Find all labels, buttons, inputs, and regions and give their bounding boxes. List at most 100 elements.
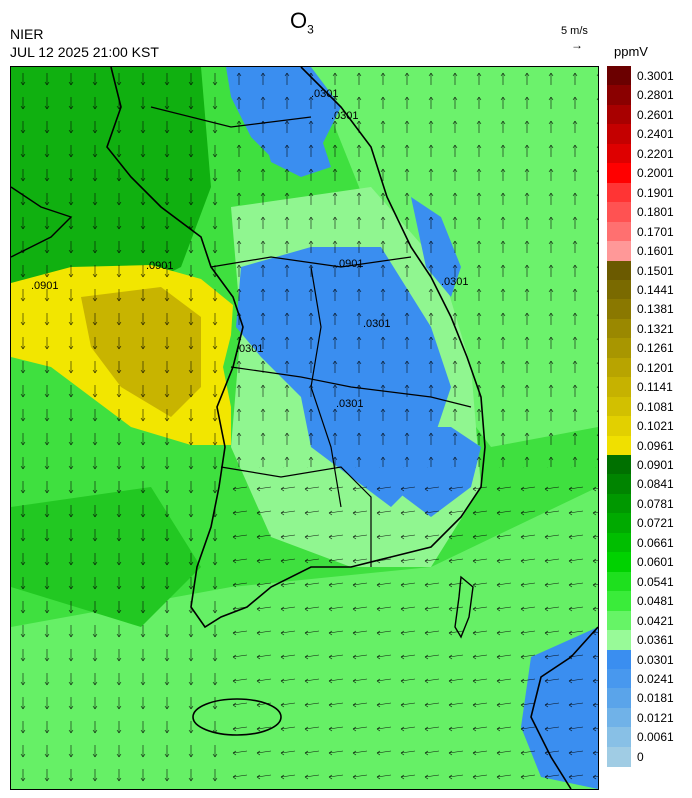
legend-label: 0.2201	[637, 146, 674, 161]
legend-swatch	[607, 85, 631, 106]
contour-label: .0301	[336, 398, 364, 410]
contour-label: .0901	[31, 280, 59, 292]
legend-label: 0.1501	[637, 263, 674, 278]
contour-label: .0301	[311, 88, 339, 100]
legend-label: 0.1701	[637, 224, 674, 239]
legend-label: 0.0481	[637, 594, 674, 609]
tsushima-island	[454, 575, 474, 639]
legend-label: 0	[637, 749, 644, 764]
legend-label: 0.0181	[637, 691, 674, 706]
legend-label: 0.0301	[637, 652, 674, 667]
legend-label: 0.2401	[637, 127, 674, 142]
legend-label: 0.1261	[637, 341, 674, 356]
legend-label: 0.0721	[637, 516, 674, 531]
legend-swatch	[607, 299, 631, 320]
legend-swatch	[607, 377, 631, 398]
legend-swatch	[607, 202, 631, 223]
datetime-label: JUL 12 2025 21:00 KST	[10, 44, 159, 60]
legend-swatch	[607, 649, 631, 670]
legend-label: 0.0961	[637, 438, 674, 453]
province-boundary-2	[210, 256, 412, 268]
title-main: O	[290, 8, 308, 33]
legend-swatch	[607, 124, 631, 145]
legend-label: 0.1441	[637, 282, 674, 297]
legend-label: 0.1381	[637, 302, 674, 317]
wind-field-south	[231, 467, 598, 789]
jeju-island	[192, 698, 282, 736]
org-label: NIER	[10, 26, 44, 42]
contour-label: .0301	[363, 318, 391, 330]
legend-label: 0.3001	[637, 69, 674, 83]
contour-label: .0301	[441, 276, 469, 288]
legend-label: 0.2601	[637, 107, 674, 122]
legend-label: 0.0421	[637, 613, 674, 628]
legend-label: 0.1321	[637, 321, 674, 336]
province-boundary-1	[150, 106, 312, 128]
ozone-map: .0301 .0301 .0901 .0901 .0901 .0301 .030…	[11, 67, 598, 789]
legend-swatch	[607, 630, 631, 650]
china-coast	[11, 186, 73, 258]
legend-label: 0.0361	[637, 633, 674, 648]
legend-label: 0.0901	[637, 458, 674, 472]
legend-swatch	[607, 668, 631, 689]
legend-swatch	[607, 591, 631, 612]
unit-label: ppmV	[614, 44, 648, 59]
legend-swatch	[607, 143, 631, 164]
coastline-peninsula	[106, 67, 486, 629]
legend-swatch	[607, 532, 631, 553]
legend-swatch	[607, 513, 631, 534]
map-panel: .0301 .0301 .0901 .0901 .0901 .0301 .030…	[10, 66, 599, 790]
province-boundary-3	[230, 366, 472, 408]
legend-swatch	[607, 241, 631, 261]
legend-swatch	[607, 552, 631, 573]
legend-label: 0.0601	[637, 555, 674, 570]
legend-swatch	[607, 727, 631, 748]
contour-label: .0301	[331, 110, 359, 122]
legend-label: 0.0661	[637, 535, 674, 550]
color-legend: 0.3001 0.2801 0.2601 0.2401 0.2201 0.2001 0.19…	[607, 66, 674, 767]
legend-label: 0.2001	[637, 166, 674, 181]
reference-vector-label: 5 m/s	[561, 25, 588, 37]
wind-field-west	[11, 67, 231, 789]
legend-swatch	[607, 357, 631, 378]
legend-swatch	[607, 279, 631, 300]
legend-label: 0.0781	[637, 496, 674, 511]
legend-swatch	[607, 66, 631, 86]
legend-label: 0.1081	[637, 399, 674, 414]
contour-label: .0901	[336, 258, 364, 270]
legend-label: 0.1021	[637, 419, 674, 434]
wind-field-east	[231, 67, 598, 467]
legend-label: 0.0121	[637, 710, 674, 725]
legend-swatch	[607, 571, 631, 592]
legend-label: 0.0841	[637, 477, 674, 492]
legend-label: 0.1601	[637, 244, 674, 259]
legend-swatch	[607, 416, 631, 437]
legend-swatch	[607, 338, 631, 359]
legend-swatch	[607, 260, 631, 281]
legend-swatch	[607, 182, 631, 203]
province-boundary-5	[310, 266, 342, 508]
legend-swatch	[607, 493, 631, 514]
title-subscript: 3	[307, 22, 314, 37]
legend-label: 0.1801	[637, 205, 674, 220]
japan-coast	[530, 626, 598, 789]
legend-swatch	[607, 688, 631, 709]
legend-swatch	[607, 396, 631, 417]
legend-swatch	[607, 746, 631, 767]
legend-swatch	[607, 474, 631, 495]
contour-label: .0901	[146, 260, 174, 272]
province-boundary-4	[220, 466, 372, 567]
legend-swatch	[607, 707, 631, 728]
contour-label: .0301	[236, 343, 264, 355]
legend-label: 0.0541	[637, 574, 674, 589]
legend-label: 0.1901	[637, 185, 674, 200]
legend-label: 0.1201	[637, 360, 674, 375]
legend-label: 0.0241	[637, 671, 674, 686]
legend-swatch	[607, 318, 631, 339]
legend-swatch	[607, 104, 631, 125]
legend-label: 0.2801	[637, 88, 674, 103]
legend-swatch	[607, 455, 631, 475]
legend-label: 0.0061	[637, 730, 674, 745]
legend-swatch	[607, 221, 631, 242]
legend-swatch	[607, 435, 631, 456]
